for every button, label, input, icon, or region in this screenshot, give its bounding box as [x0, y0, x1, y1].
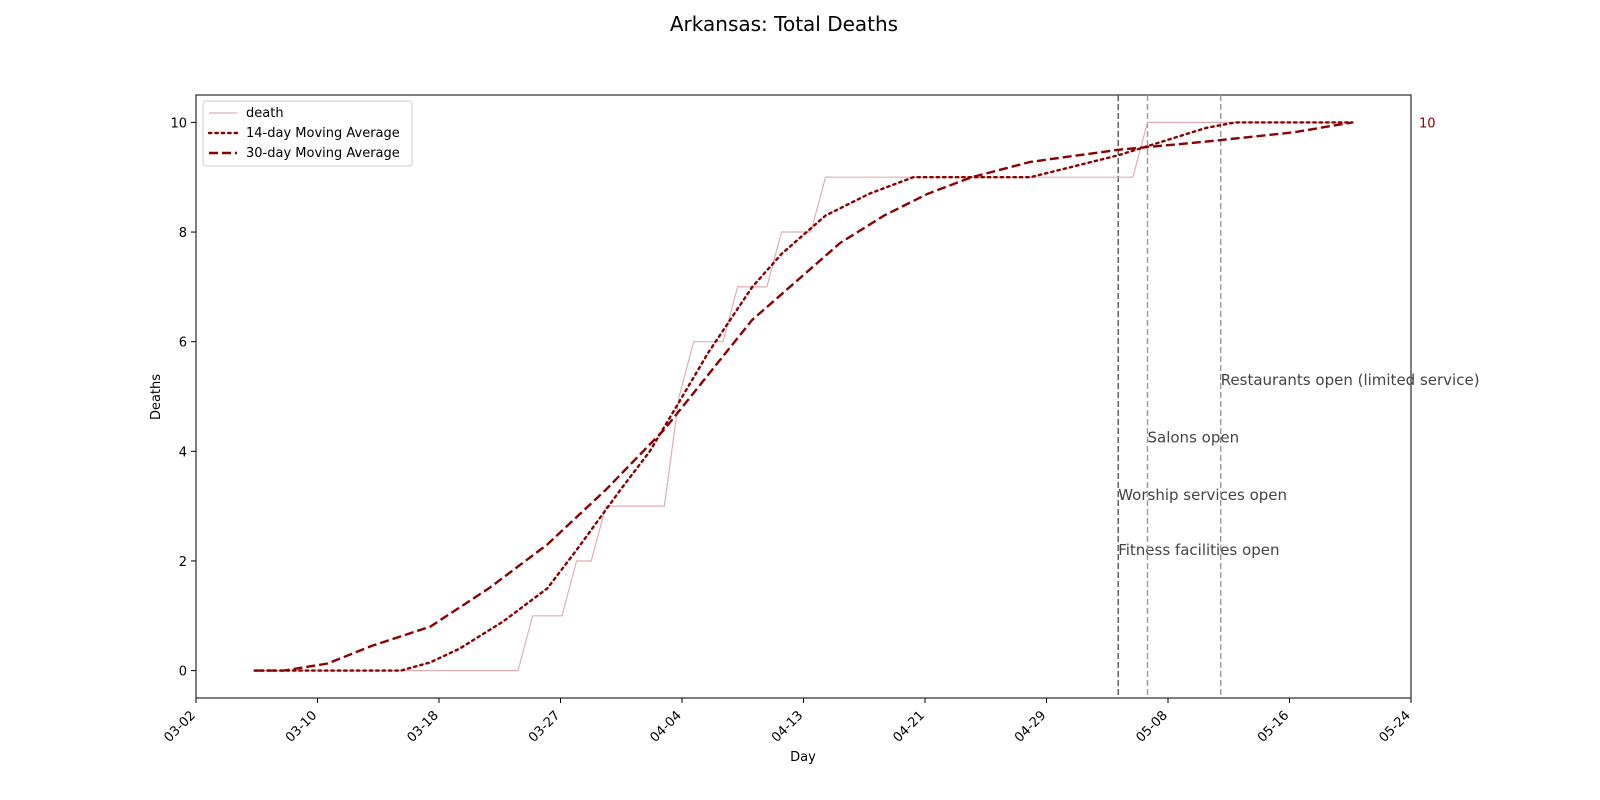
x-tick-label: 03-10 — [283, 708, 320, 745]
x-tick-label: 05-16 — [1255, 708, 1292, 745]
legend-label-ma30: 30-day Moving Average — [246, 146, 400, 161]
legend-box — [202, 100, 413, 167]
chart-title: Arkansas: Total Deaths — [670, 12, 898, 36]
last-value-label: 10 — [1419, 116, 1436, 131]
series-line-ma14 — [253, 121, 1354, 672]
event-markers: Fitness facilities open Worship services … — [1117, 95, 1480, 698]
series-line-ma30 — [254, 121, 1353, 672]
y-tick-label: 0 — [179, 665, 187, 680]
series-lines — [253, 121, 1354, 672]
y-tick-label: 8 — [179, 226, 187, 241]
event-label: Restaurants open (limited service) — [1221, 371, 1480, 389]
y-tick-label: 10 — [170, 116, 187, 131]
x-tick-label: 04-13 — [769, 708, 806, 745]
legend-label-ma14: 14-day Moving Average — [246, 126, 400, 141]
x-axis-label: Day — [790, 750, 816, 765]
x-tick-label: 03-18 — [405, 708, 442, 745]
event-label: Fitness facilities open — [1118, 541, 1279, 559]
x-axis-ticks: 03-02 03-10 03-18 03-27 04-04 04-13 04-21 04-29… — [162, 698, 1414, 746]
legend-label-death: death — [246, 106, 284, 121]
y-tick-label: 2 — [179, 555, 187, 570]
x-tick-label: 05-08 — [1134, 708, 1171, 745]
x-tick-label: 03-27 — [526, 708, 563, 745]
plot-frame — [195, 94, 1412, 699]
x-tick-label: 03-02 — [162, 708, 199, 745]
event-label: Salons open — [1148, 429, 1240, 447]
y-tick-label: 6 — [179, 336, 187, 351]
y-axis-label: Deaths — [149, 374, 164, 420]
y-tick-label: 4 — [179, 445, 187, 460]
x-tick-label: 04-29 — [1012, 708, 1049, 745]
x-tick-label: 04-21 — [891, 708, 928, 745]
y-axis-ticks: 0 2 4 6 8 10 — [170, 116, 196, 680]
x-tick-label: 04-04 — [648, 708, 685, 745]
x-tick-label: 05-24 — [1377, 708, 1414, 745]
series-line-death — [254, 121, 1353, 672]
legend: death 14-day Moving Average 30-day Movin… — [202, 100, 413, 167]
event-label: Worship services open — [1118, 486, 1287, 504]
